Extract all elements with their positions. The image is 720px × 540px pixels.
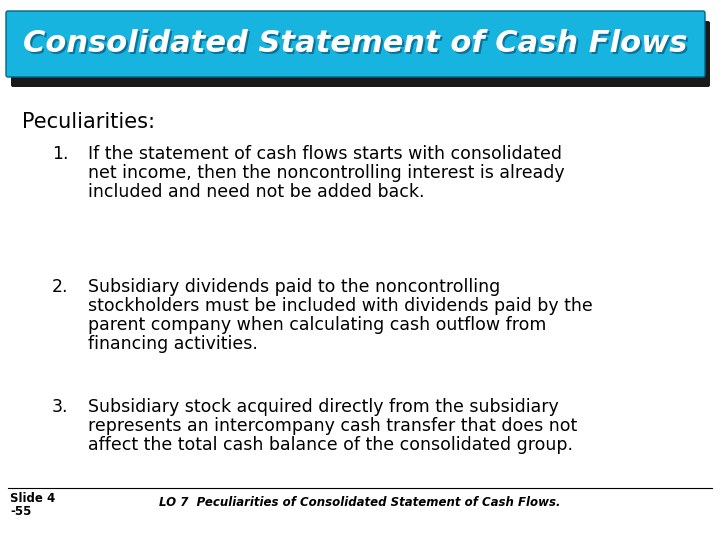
- Text: affect the total cash balance of the consolidated group.: affect the total cash balance of the con…: [88, 436, 573, 454]
- Text: 3.: 3.: [52, 398, 68, 416]
- Text: represents an intercompany cash transfer that does not: represents an intercompany cash transfer…: [88, 417, 577, 435]
- FancyBboxPatch shape: [11, 21, 710, 87]
- Text: financing activities.: financing activities.: [88, 335, 258, 353]
- Text: Subsidiary dividends paid to the noncontrolling: Subsidiary dividends paid to the noncont…: [88, 278, 500, 296]
- Text: Subsidiary stock acquired directly from the subsidiary: Subsidiary stock acquired directly from …: [88, 398, 559, 416]
- Text: included and need not be added back.: included and need not be added back.: [88, 183, 425, 201]
- Text: stockholders must be included with dividends paid by the: stockholders must be included with divid…: [88, 297, 593, 315]
- Text: LO 7  Peculiarities of Consolidated Statement of Cash Flows.: LO 7 Peculiarities of Consolidated State…: [159, 496, 561, 509]
- Text: net income, then the noncontrolling interest is already: net income, then the noncontrolling inte…: [88, 164, 564, 182]
- Text: Peculiarities:: Peculiarities:: [22, 112, 155, 132]
- Text: 1.: 1.: [52, 145, 68, 163]
- Text: -55: -55: [10, 505, 32, 518]
- Text: parent company when calculating cash outflow from: parent company when calculating cash out…: [88, 316, 546, 334]
- Text: Consolidated Statement of Cash Flows: Consolidated Statement of Cash Flows: [24, 31, 689, 60]
- Text: Consolidated Statement of Cash Flows: Consolidated Statement of Cash Flows: [23, 30, 688, 58]
- Text: 2.: 2.: [52, 278, 68, 296]
- Text: If the statement of cash flows starts with consolidated: If the statement of cash flows starts wi…: [88, 145, 562, 163]
- Text: Slide 4: Slide 4: [10, 492, 55, 505]
- FancyBboxPatch shape: [6, 11, 705, 77]
